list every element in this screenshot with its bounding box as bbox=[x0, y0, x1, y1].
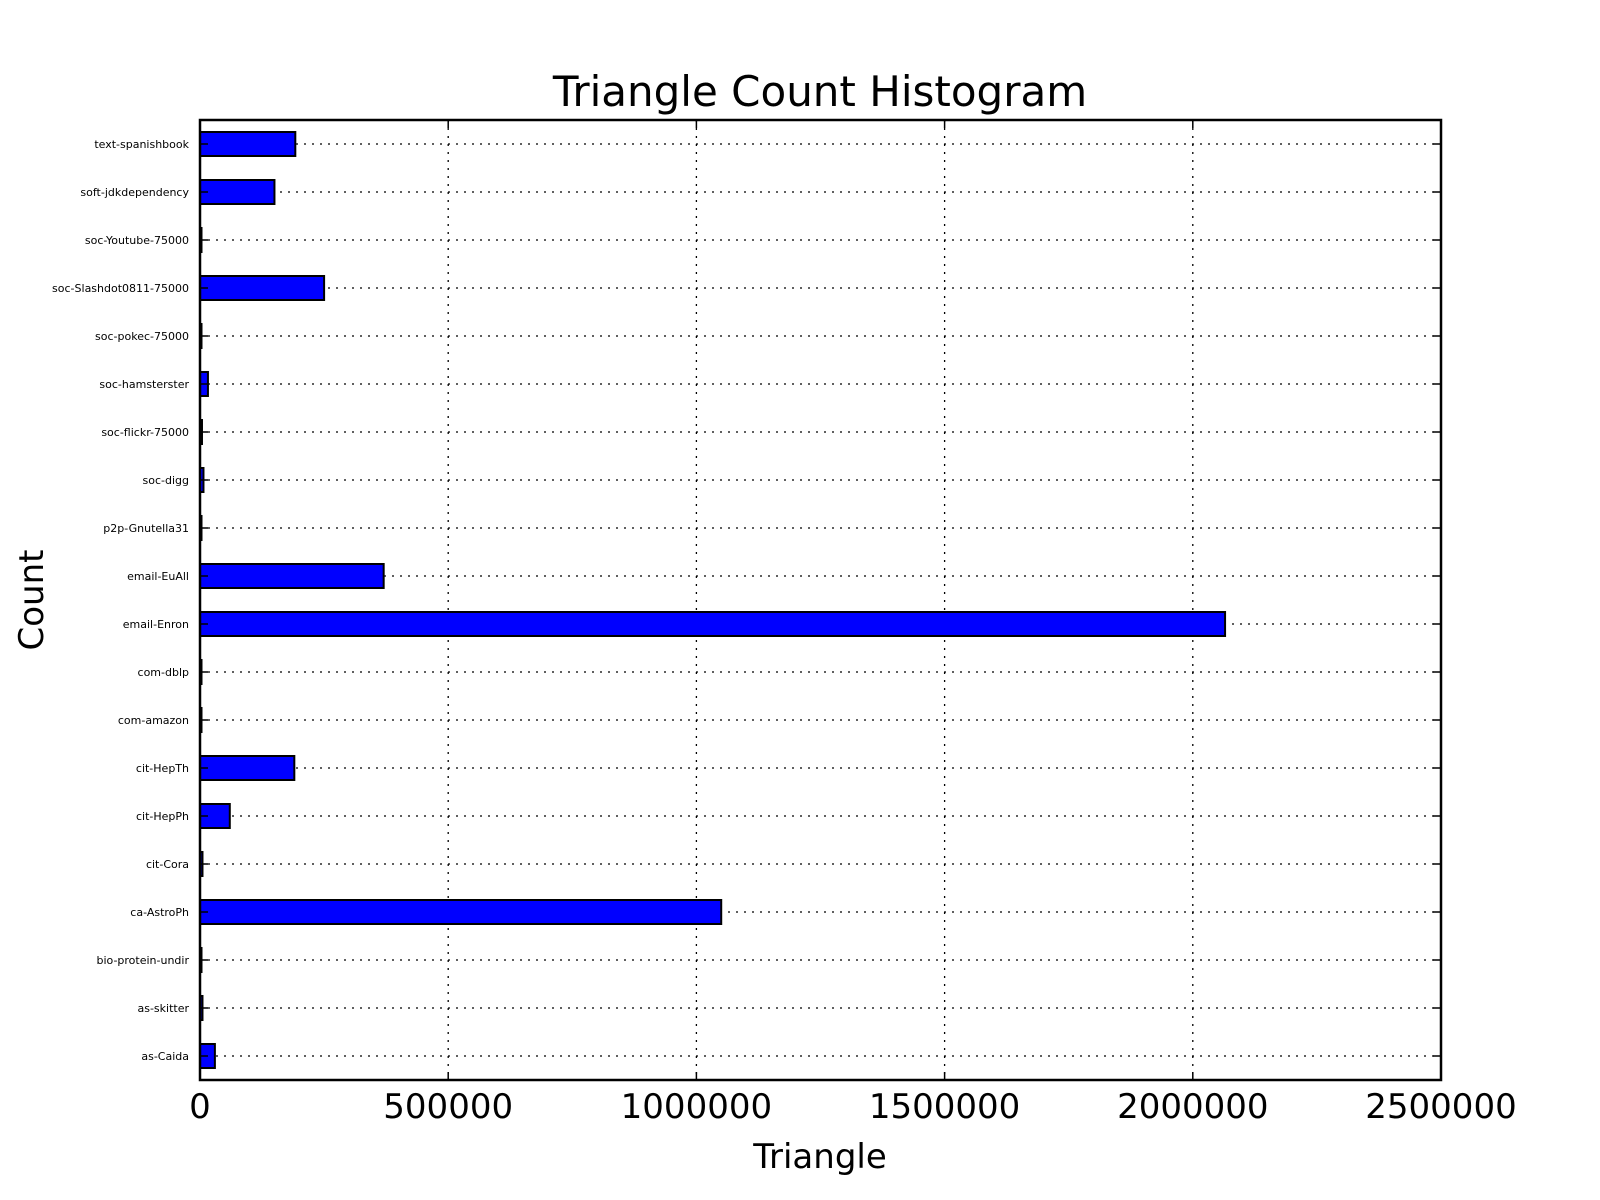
y-tick-label: soc-digg bbox=[143, 474, 189, 487]
y-tick-label: bio-protein-undir bbox=[96, 954, 189, 967]
y-tick-label: as-Caida bbox=[141, 1050, 189, 1063]
bar-email-EuAll bbox=[199, 563, 385, 589]
y-tick-label: text-spanishbook bbox=[94, 138, 189, 151]
y-axis-label: Count bbox=[12, 550, 52, 651]
x-tick-label: 1000000 bbox=[621, 1087, 772, 1127]
grid bbox=[200, 120, 1441, 1080]
y-tick-label: cit-HepTh bbox=[136, 762, 189, 775]
y-tick-label: email-Enron bbox=[123, 618, 189, 631]
bar-soft-jdkdependency bbox=[199, 179, 276, 205]
y-tick-label: p2p-Gnutella31 bbox=[103, 522, 189, 535]
x-tick-label: 500000 bbox=[383, 1087, 513, 1127]
y-tick-label: soc-Slashdot0811-75000 bbox=[52, 282, 189, 295]
x-tick-label: 0 bbox=[189, 1087, 211, 1127]
y-tick-label: soc-pokec-75000 bbox=[95, 330, 189, 343]
y-tick-label: com-dblp bbox=[138, 666, 189, 679]
chart-title: Triangle Count Histogram bbox=[552, 67, 1087, 116]
bar-ca-AstroPh bbox=[199, 899, 723, 925]
y-tick-label: soc-hamsterster bbox=[99, 378, 189, 391]
bars bbox=[199, 131, 1227, 1069]
bar-cit-HepTh bbox=[199, 755, 296, 781]
x-axis-label: Triangle bbox=[752, 1137, 887, 1177]
y-tick-label: ca-AstroPh bbox=[130, 906, 189, 919]
y-tick-label: cit-HepPh bbox=[136, 810, 189, 823]
y-tick-label: com-amazon bbox=[118, 714, 189, 727]
y-tick-label: cit-Cora bbox=[146, 858, 189, 871]
plot-frame bbox=[198, 118, 1443, 1082]
y-tick-label: soc-flickr-75000 bbox=[101, 426, 189, 439]
x-tick-label: 2500000 bbox=[1365, 1087, 1516, 1127]
x-tick-label: 2000000 bbox=[1117, 1087, 1268, 1127]
bar-text-spanishbook bbox=[199, 131, 297, 157]
ticks: 0 500000 1000000 1500000 2000000 2500000 as-Ca… bbox=[52, 120, 1517, 1127]
y-tick-label: email-EuAll bbox=[127, 570, 189, 583]
y-tick-label: soft-jdkdependency bbox=[80, 186, 189, 199]
bar-email-Enron bbox=[199, 611, 1227, 637]
x-tick-label: 1500000 bbox=[869, 1087, 1020, 1127]
y-tick-label: soc-Youtube-75000 bbox=[85, 234, 189, 247]
bar-soc-Slashdot0811-75000 bbox=[199, 275, 326, 301]
y-tick-label: as-skitter bbox=[137, 1002, 189, 1015]
